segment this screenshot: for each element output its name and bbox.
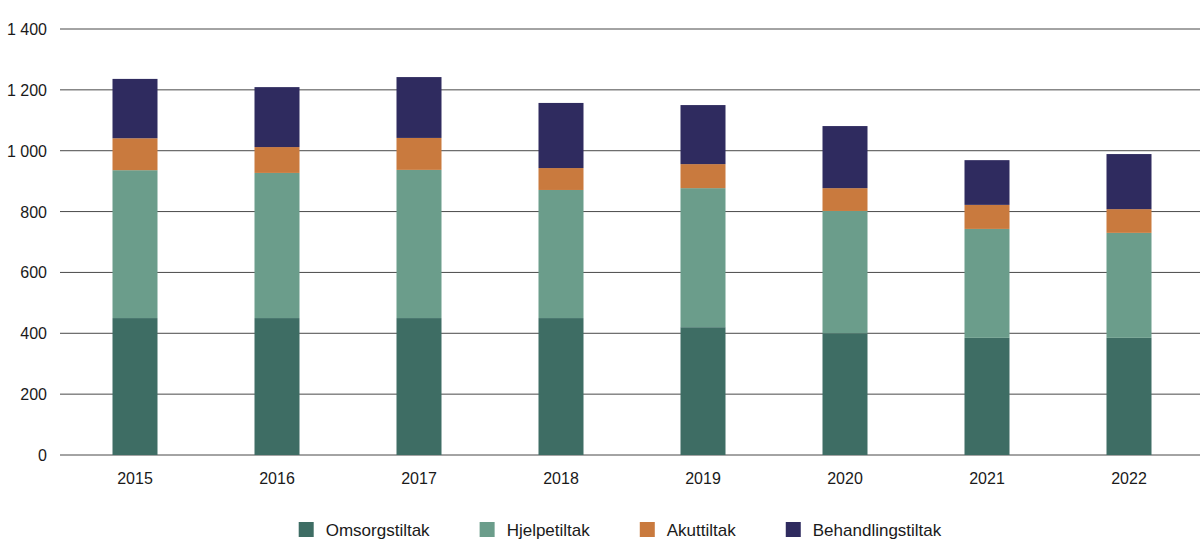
x-tick-label: 2017 [401,470,437,487]
grid-line [60,89,1200,90]
y-tick-label: 0 [38,447,47,464]
bar-segment [965,160,1010,205]
bars [113,77,1152,455]
legend-swatch [786,522,801,537]
legend-label: Behandlingstiltak [813,521,942,540]
y-tick-label: 400 [20,325,47,342]
bar-segment [823,188,868,211]
bar-segment [1107,209,1152,233]
y-tick-label: 200 [20,386,47,403]
grid-line [60,455,1200,456]
x-tick-label: 2020 [827,470,863,487]
bar-segment [397,318,442,455]
bar-segment [397,138,442,170]
x-tick-label: 2019 [685,470,721,487]
bar-segment [1107,233,1152,338]
grid-line [60,211,1200,212]
bar-segment [1107,154,1152,209]
legend-item: Akuttiltak [640,521,736,540]
bar-segment [113,318,158,455]
legend-label: Hjelpetiltak [507,521,591,540]
legend: Omsorgstiltak Hjelpetiltak Akuttiltak Behan… [299,521,942,540]
x-axis: 2015 2016 2017 2018 2019 2020 2021 2022 [117,470,1147,487]
bar-segment [681,188,726,327]
bar-segment [255,87,300,147]
grid-line [60,272,1200,273]
bar-segment [113,170,158,318]
chart: 0 200 400 600 800 1 000 1 200 1 400 2015 2016 2017… [0,0,1200,558]
bar-segment [113,138,158,170]
bar-segment [965,229,1010,338]
bar-segment [681,164,726,188]
bar-segment [823,126,868,188]
bar-segment [397,77,442,138]
x-tick-label: 2016 [259,470,295,487]
bar-segment [539,318,584,455]
legend-swatch [299,522,314,537]
bar-segment [397,170,442,318]
y-tick-label: 1 000 [7,143,47,160]
bar-segment [681,105,726,164]
bar-segment [113,79,158,138]
bar-segment [539,103,584,168]
grid-line [60,394,1200,395]
bar-segment [965,338,1010,455]
y-tick-label: 600 [20,264,47,281]
grid: 0 200 400 600 800 1 000 1 200 1 400 [7,21,1200,464]
legend-item: Omsorgstiltak [299,521,430,540]
bar-segment [965,205,1010,229]
legend-item: Hjelpetiltak [480,521,591,540]
y-tick-label: 800 [20,204,47,221]
x-tick-label: 2022 [1111,470,1147,487]
x-tick-label: 2015 [117,470,153,487]
bar-segment [823,211,868,333]
grid-line [60,29,1200,30]
bar-segment [255,173,300,318]
bar-segment [255,318,300,455]
bar-segment [681,327,726,455]
bar-segment [1107,338,1152,455]
bar-segment [255,147,300,173]
legend-swatch [480,522,495,537]
legend-label: Akuttiltak [667,521,736,540]
legend-label: Omsorgstiltak [326,521,430,540]
x-tick-label: 2021 [969,470,1005,487]
legend-swatch [640,522,655,537]
bar-segment [539,168,584,190]
bar-segment [823,333,868,455]
legend-item: Behandlingstiltak [786,521,942,540]
y-tick-label: 1 400 [7,21,47,38]
grid-line [60,333,1200,334]
grid-line [60,150,1200,151]
bar-segment [539,190,584,318]
x-tick-label: 2018 [543,470,579,487]
y-tick-label: 1 200 [7,82,47,99]
